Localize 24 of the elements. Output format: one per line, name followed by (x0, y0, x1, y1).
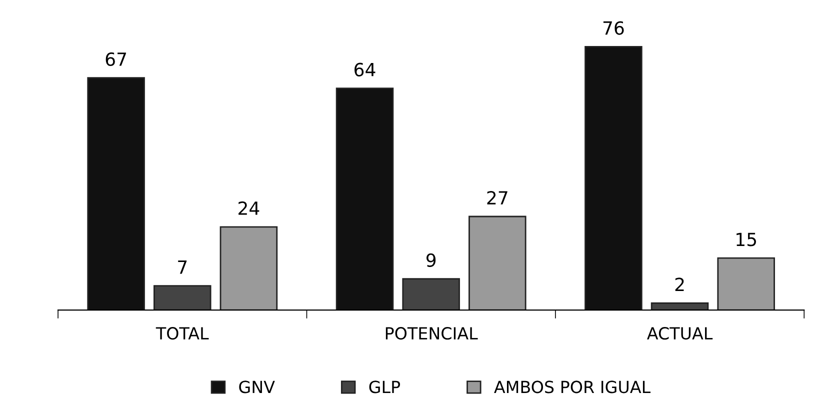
data-label: 2 (675, 278, 684, 292)
data-label: 7 (178, 260, 187, 274)
data-label: 64 (354, 62, 376, 76)
bar (336, 88, 394, 310)
x-tick-label: ACTUAL (647, 327, 713, 340)
bar (468, 216, 526, 310)
data-label: 27 (487, 191, 508, 204)
bar (402, 278, 460, 310)
bar (584, 46, 642, 310)
bar (87, 77, 145, 310)
bar (154, 285, 212, 310)
data-label: 15 (736, 232, 756, 246)
bar (650, 302, 709, 310)
x-tick-label: TOTAL (156, 327, 209, 340)
x-tick-label: POTENCIAL (386, 327, 478, 340)
data-label: 67 (106, 52, 126, 66)
data-label: 9 (426, 253, 436, 268)
legend-label: GLP (369, 380, 400, 394)
data-label: 76 (603, 21, 624, 35)
bar (220, 226, 278, 310)
data-label: 24 (238, 201, 260, 215)
legend-label: AMBOS POR IGUAL (494, 380, 651, 394)
bar (717, 257, 775, 310)
legend-label: GNV (239, 380, 275, 394)
